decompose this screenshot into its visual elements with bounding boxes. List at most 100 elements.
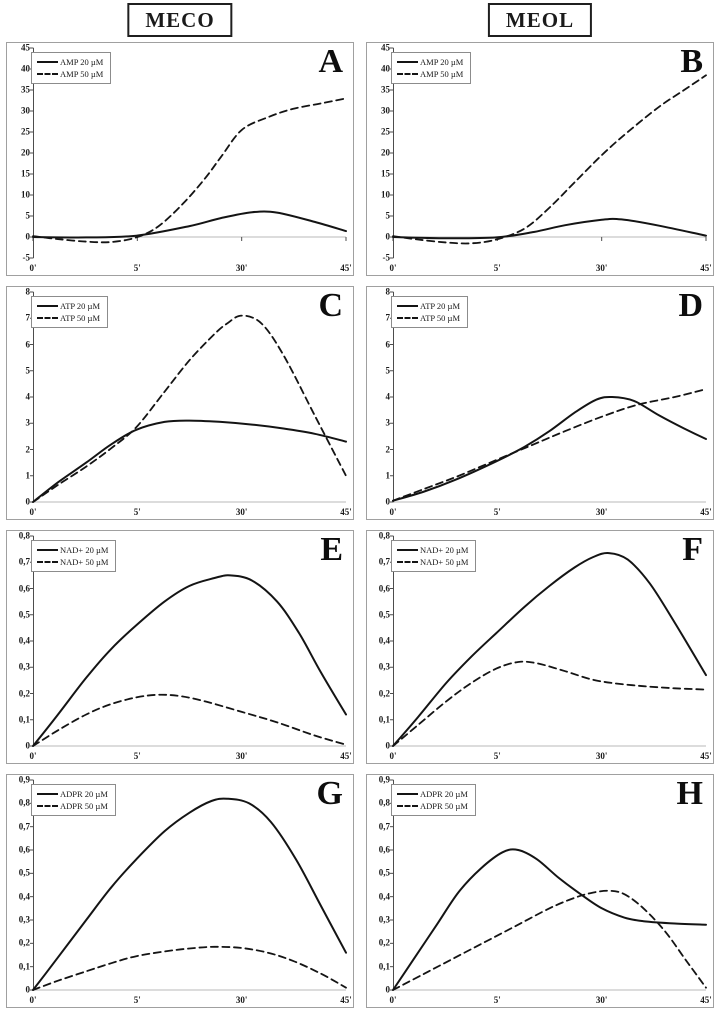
legend-item: NAD+ 20 µM (37, 544, 108, 556)
y-axis: 0,8 0,7 0,6 0,5 0,4 0,3 0,2 0,1 0 (367, 531, 393, 750)
y-tick-label: 0,3 (378, 661, 390, 672)
y-tick-label: 7 (385, 312, 391, 323)
dashed-line-swatch (37, 317, 58, 319)
legend-label: AMP 50 µM (420, 69, 464, 79)
dashed-line-swatch (397, 73, 418, 75)
chart-svg (390, 47, 707, 259)
panel-h: 0,9 0,8 0,7 0,6 0,5 0,4 0,3 0,2 0,1 0 0' 5' 30' 45' AD… (366, 774, 714, 1008)
y-tick-label: 0 (25, 231, 31, 242)
y-tick-label: 35 (381, 84, 390, 95)
x-tick-label: 5' (493, 995, 501, 1005)
plot-area (30, 47, 347, 259)
y-tick-label: 0,6 (378, 583, 390, 593)
series-line-solid (392, 395, 707, 502)
legend-item: AMP 50 µM (397, 68, 463, 80)
x-tick-label: 5' (133, 751, 141, 761)
x-tick-label: 30' (595, 263, 608, 273)
x-tick-label: 5' (133, 263, 141, 273)
y-tick-label: 0,2 (378, 688, 390, 698)
y-tick-label: 20 (21, 147, 30, 158)
legend-item: AMP 50 µM (37, 68, 103, 80)
x-tick-label: 45' (700, 995, 712, 1005)
y-tick-label: 4 (385, 391, 391, 402)
dashed-line-swatch (37, 561, 58, 563)
y-tick-label: 0,6 (18, 583, 30, 593)
x-tick-label: 45' (700, 263, 712, 273)
y-tick-label: -5 (382, 252, 391, 263)
y-tick-label: 0,5 (378, 609, 390, 620)
panel-c: 8 7 6 5 4 3 2 1 0 0' 5' 30' 45' ATP 20 µM ATP 50 µM C (6, 286, 354, 520)
y-tick-label: 0,8 (378, 530, 390, 541)
dashed-line-swatch (37, 73, 58, 75)
x-tick-label: 0' (389, 751, 397, 761)
x-tick-label: 5' (493, 507, 501, 517)
x-tick-label: 0' (389, 263, 397, 273)
x-tick-label: 45' (340, 263, 352, 273)
y-tick-label: 0,9 (378, 774, 390, 785)
dashed-line-swatch (397, 561, 418, 563)
solid-line-swatch (397, 793, 418, 795)
y-axis: 0,9 0,8 0,7 0,6 0,5 0,4 0,3 0,2 0,1 0 (7, 775, 33, 994)
series-line-solid (392, 552, 707, 747)
y-tick-label: 0 (385, 740, 391, 751)
y-axis: 8 7 6 5 4 3 2 1 0 (367, 287, 393, 506)
panel-letter: C (318, 287, 343, 324)
series-line-solid (392, 848, 707, 991)
x-tick-label: 0' (29, 507, 37, 517)
y-tick-label: 0,2 (18, 688, 30, 698)
chart-svg (30, 47, 347, 259)
legend-label: ATP 50 µM (60, 313, 101, 323)
y-tick-label: 35 (21, 84, 30, 95)
solid-line-swatch (397, 549, 418, 551)
y-tick-label: 30 (21, 105, 30, 116)
series-line-dashed (32, 314, 347, 503)
dashed-line-swatch (37, 805, 58, 807)
y-tick-label: 0,4 (378, 635, 390, 646)
x-tick-label: 45' (700, 507, 712, 517)
solid-line-swatch (37, 305, 58, 307)
y-tick-label: 0,3 (18, 661, 30, 672)
y-tick-label: 40 (381, 63, 390, 74)
solid-line-swatch (397, 61, 418, 63)
y-tick-label: 0,1 (18, 961, 30, 972)
y-tick-label: 0,8 (18, 797, 30, 808)
y-tick-label: 0 (385, 496, 391, 507)
column-header-meol: MEOL (487, 3, 593, 37)
y-tick-label: 0,3 (18, 914, 30, 925)
panel-letter: E (320, 531, 343, 568)
series-line-solid (32, 797, 347, 991)
y-tick-label: 5 (385, 210, 391, 221)
y-tick-label: 0 (25, 740, 31, 751)
x-tick-label: 0' (29, 263, 37, 273)
legend-label: ADPR 20 µM (420, 789, 468, 799)
series-line-solid (32, 419, 347, 503)
y-tick-label: -5 (22, 252, 31, 263)
legend-label: ATP 50 µM (420, 313, 461, 323)
y-tick-label: 3 (385, 417, 391, 428)
legend-label: AMP 50 µM (60, 69, 104, 79)
series-line-dashed (392, 388, 707, 502)
y-tick-label: 0,7 (18, 556, 30, 567)
y-tick-label: 0,1 (378, 961, 390, 972)
y-tick-label: 7 (25, 312, 31, 323)
y-tick-label: 0,3 (378, 914, 390, 925)
panel-a: 45 40 35 30 25 20 15 10 5 0 -5 0' 5' 30' 45' AMP 20 µM A… (6, 42, 354, 276)
legend: ATP 20 µM ATP 50 µM (391, 296, 469, 328)
x-tick-label: 30' (235, 995, 248, 1005)
legend-item: AMP 20 µM (397, 56, 463, 68)
series-line-dashed (392, 74, 707, 245)
y-tick-label: 6 (25, 339, 31, 349)
y-tick-label: 1 (385, 470, 391, 481)
x-tick-label: 5' (493, 263, 501, 273)
y-tick-label: 0 (385, 231, 391, 242)
y-tick-label: 45 (381, 42, 390, 53)
y-tick-label: 10 (381, 189, 390, 200)
y-tick-label: 0,1 (18, 714, 30, 725)
y-tick-label: 20 (381, 147, 390, 158)
series-line-dashed (392, 889, 707, 991)
x-tick-label: 0' (389, 507, 397, 517)
y-axis: 45 40 35 30 25 20 15 10 5 0 -5 (367, 43, 393, 262)
x-tick-label: 30' (595, 995, 608, 1005)
x-tick-label: 0' (389, 995, 397, 1005)
